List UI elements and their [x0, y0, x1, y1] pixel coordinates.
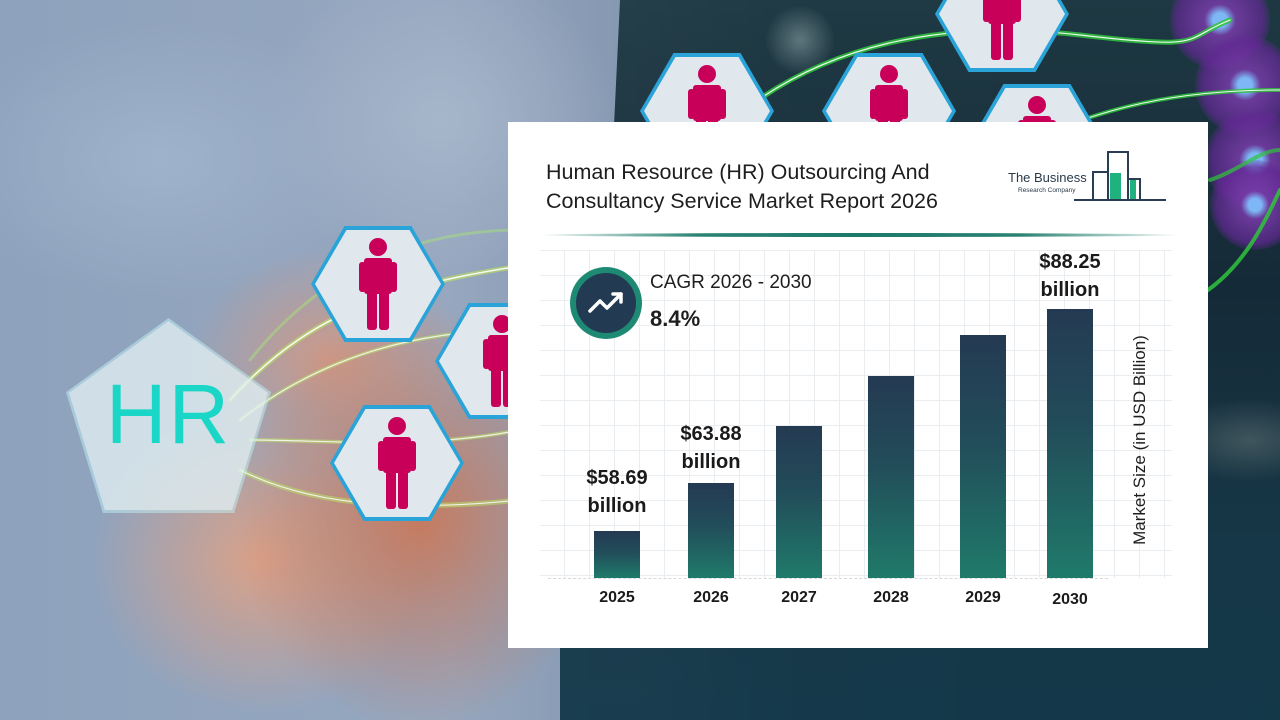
title-divider	[536, 233, 1182, 237]
x-tick-2029: 2029	[965, 589, 1001, 606]
report-title-line2: Consultancy Service Market Report 2026	[546, 189, 938, 213]
bar-label-unit: billion	[587, 495, 647, 517]
cagr-trend-icon	[570, 267, 642, 339]
logo-text-line2: Research Company	[1018, 187, 1076, 194]
x-tick-2025: 2025	[599, 589, 635, 606]
bar-2029	[960, 335, 1006, 578]
person-hexagon	[311, 226, 445, 342]
bar-2030	[1047, 309, 1093, 578]
bar-2026	[688, 483, 734, 578]
bar-label-value: $58.69	[586, 467, 648, 489]
company-logo: The Business Research Company	[1008, 150, 1188, 206]
person-icon	[983, 0, 1021, 60]
report-title-line1: Human Resource (HR) Outsourcing And	[546, 160, 930, 184]
person-icon	[359, 238, 397, 330]
bar-label-2026: $63.88 billion	[651, 420, 771, 476]
y-axis-label: Market Size (in USD Billion)	[1130, 335, 1149, 545]
cagr-value: 8.4%	[650, 306, 701, 331]
report-title: Human Resource (HR) Outsourcing And Cons…	[546, 158, 986, 216]
x-tick-2030: 2030	[1052, 591, 1088, 608]
bar-label-value: $88.25	[1039, 251, 1101, 273]
x-tick-2027: 2027	[781, 589, 817, 606]
person-icon	[378, 417, 416, 509]
bar-label-unit: billion	[1040, 279, 1100, 301]
bar-2028	[868, 376, 914, 578]
trending-up-icon	[588, 292, 623, 313]
person-hexagon	[330, 405, 464, 521]
market-report-card: Human Resource (HR) Outsourcing And Cons…	[508, 122, 1208, 648]
bar-2025	[594, 531, 640, 578]
logo-buildings-icon	[1074, 151, 1166, 201]
logo-text-line1: The Business	[1008, 170, 1087, 185]
hr-badge-text: HR	[105, 367, 232, 461]
x-tick-2026: 2026	[693, 589, 729, 606]
chart-baseline	[548, 578, 1108, 579]
bar-label-2025: $58.69 billion	[557, 464, 677, 520]
bar-label-2030: $88.25 billion	[1010, 248, 1130, 304]
cagr-label: CAGR 2026 - 2030	[650, 272, 812, 293]
x-tick-2028: 2028	[873, 589, 909, 606]
bar-label-unit: billion	[681, 451, 741, 473]
bar-label-value: $63.88	[680, 423, 742, 445]
bar-2027	[776, 426, 822, 578]
